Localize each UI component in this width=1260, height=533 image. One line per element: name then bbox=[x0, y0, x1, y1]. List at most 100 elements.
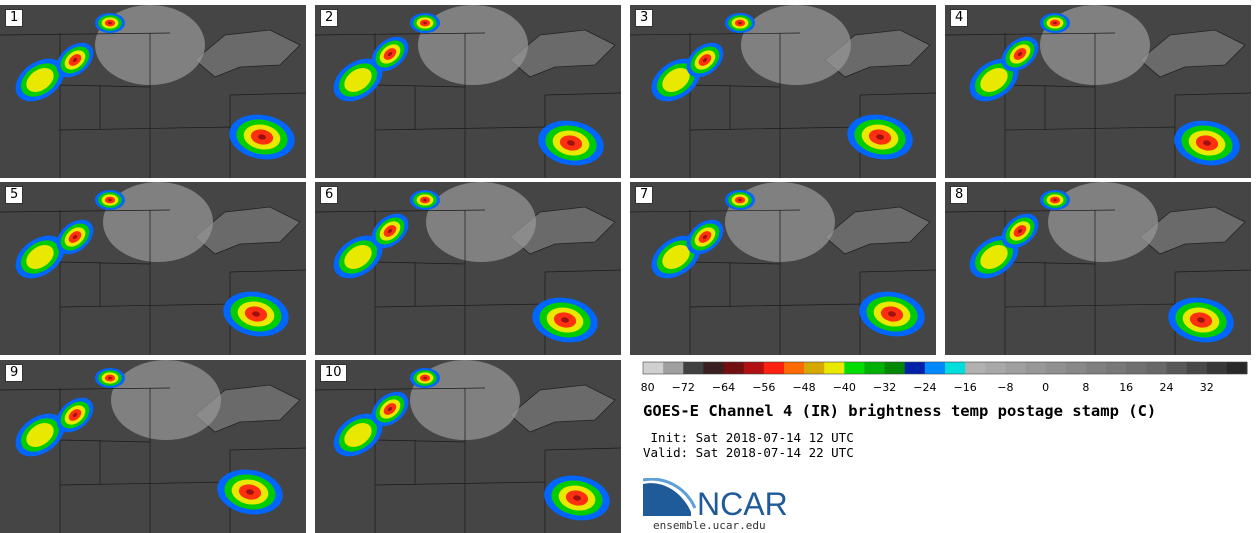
se-storm-complex-layer bbox=[258, 134, 266, 140]
ir-map bbox=[945, 182, 1251, 355]
ncar-logo-text: NCAR bbox=[697, 486, 788, 518]
colorbar-tick-label: 16 bbox=[1119, 381, 1133, 394]
nw-convection-layer bbox=[26, 68, 54, 92]
north-storm-cell bbox=[410, 368, 440, 388]
nw-convection-layer bbox=[26, 423, 54, 447]
ir-map bbox=[630, 5, 936, 178]
colorbar-swatch bbox=[804, 362, 825, 374]
panel-label: 4 bbox=[950, 9, 969, 27]
colorbar-tick-label: 24 bbox=[1159, 381, 1173, 394]
panel-3: 3 bbox=[630, 5, 936, 178]
nw-convection bbox=[15, 413, 65, 457]
nw-convection bbox=[15, 235, 65, 279]
panel-label: 9 bbox=[5, 364, 24, 382]
colorbar-swatch bbox=[1206, 362, 1228, 374]
panel-6: 6 bbox=[315, 182, 621, 355]
colorbar-swatch bbox=[663, 362, 684, 374]
se-storm-complex-layer bbox=[573, 495, 581, 501]
cloud-haze bbox=[1048, 182, 1158, 262]
great-lakes bbox=[509, 206, 616, 255]
colorbar-tick-label: −72 bbox=[672, 381, 695, 394]
se-storm-complex bbox=[229, 114, 295, 160]
se-storm-complex-layer bbox=[888, 311, 896, 317]
colorbar-swatch bbox=[824, 362, 845, 374]
colorbar-swatch bbox=[723, 362, 745, 374]
north-storm-cell bbox=[95, 190, 125, 210]
colorbar-swatch bbox=[1005, 362, 1027, 374]
init-time: Init: Sat 2018-07-14 12 UTC bbox=[643, 430, 854, 445]
ir-map bbox=[315, 182, 621, 355]
north-storm-cell-layer bbox=[738, 198, 742, 202]
se-storm-complex-layer bbox=[252, 311, 260, 317]
colorbar-tick-label: −64 bbox=[712, 381, 735, 394]
colorbar-tick-label: −24 bbox=[913, 381, 936, 394]
colorbar-swatch bbox=[743, 362, 765, 374]
se-storm-complex-layer bbox=[1203, 140, 1211, 146]
ncar-logo-icon: NCAR bbox=[642, 477, 788, 522]
cloud-haze bbox=[426, 182, 536, 262]
colorbar-swatch bbox=[1045, 362, 1067, 374]
nw-storm-cell-layer bbox=[1017, 228, 1023, 234]
north-storm-cell bbox=[1040, 190, 1070, 210]
north-storm-cell bbox=[95, 368, 125, 388]
great-lakes bbox=[194, 384, 301, 433]
nw-convection-layer bbox=[980, 68, 1008, 92]
colorbar-tick-label: −8 bbox=[997, 381, 1013, 394]
se-storm-complex bbox=[223, 291, 289, 337]
colorbar-swatch bbox=[844, 362, 865, 374]
colorbar-frame bbox=[642, 361, 1248, 375]
north-storm-cell-layer bbox=[423, 21, 427, 25]
colorbar-swatch bbox=[1166, 362, 1188, 374]
cloud-haze bbox=[418, 5, 528, 85]
north-storm-cell-layer bbox=[108, 376, 112, 380]
nw-storm-cell bbox=[371, 213, 409, 249]
panel-label: 5 bbox=[5, 186, 24, 204]
north-storm-cell bbox=[725, 190, 755, 210]
colorbar-tick-label: −40 bbox=[833, 381, 856, 394]
se-storm-complex-layer bbox=[561, 317, 569, 323]
colorbar-swatch bbox=[1126, 362, 1147, 374]
panel-label: 10 bbox=[320, 364, 347, 382]
colorbar-swatch bbox=[1085, 362, 1107, 374]
colorbar-swatch bbox=[1025, 362, 1047, 374]
nw-storm-cell-layer bbox=[72, 412, 78, 418]
colorbar-swatch bbox=[703, 362, 725, 374]
colorbar-swatch bbox=[683, 362, 704, 374]
panel-7: 7 bbox=[630, 182, 936, 355]
panel-label: 6 bbox=[320, 186, 339, 204]
nw-storm-cell bbox=[1001, 213, 1039, 249]
panel-8: 8 bbox=[945, 182, 1251, 355]
nw-convection-layer bbox=[344, 245, 372, 269]
colorbar-tick-label: 0 bbox=[1042, 381, 1049, 394]
colorbar-swatch bbox=[884, 362, 906, 374]
nw-storm-cell-layer bbox=[1017, 51, 1023, 57]
great-lakes bbox=[1139, 29, 1246, 78]
cloud-haze bbox=[741, 5, 851, 85]
colorbar-tick-label: −48 bbox=[792, 381, 815, 394]
ir-map bbox=[945, 5, 1251, 178]
nw-storm-cell bbox=[56, 219, 94, 255]
nw-convection-layer bbox=[662, 245, 690, 269]
colorbar-tick-label: −32 bbox=[873, 381, 896, 394]
valid-time: Valid: Sat 2018-07-14 22 UTC bbox=[643, 445, 854, 460]
great-lakes bbox=[509, 29, 616, 78]
nw-convection-layer bbox=[980, 245, 1008, 269]
se-storm-complex bbox=[1174, 120, 1240, 166]
nw-convection bbox=[333, 235, 383, 279]
ir-map bbox=[0, 5, 306, 178]
nw-storm-cell-layer bbox=[702, 57, 708, 63]
ncar-logo: NCAR bbox=[642, 477, 803, 522]
great-lakes bbox=[1139, 206, 1246, 255]
se-storm-complex bbox=[217, 469, 283, 515]
north-storm-cell bbox=[410, 190, 440, 210]
colorbar-tick-label: −80 bbox=[641, 381, 655, 394]
nw-storm-cell-layer bbox=[72, 234, 78, 240]
panel-1: 1 bbox=[0, 5, 306, 178]
north-storm-cell bbox=[95, 13, 125, 33]
great-lakes bbox=[509, 384, 616, 433]
panel-label: 1 bbox=[5, 9, 24, 27]
north-storm-cell-layer bbox=[108, 21, 112, 25]
colorbar-swatch bbox=[1226, 362, 1248, 374]
north-storm-cell-layer bbox=[738, 21, 742, 25]
se-storm-complex bbox=[544, 475, 610, 521]
